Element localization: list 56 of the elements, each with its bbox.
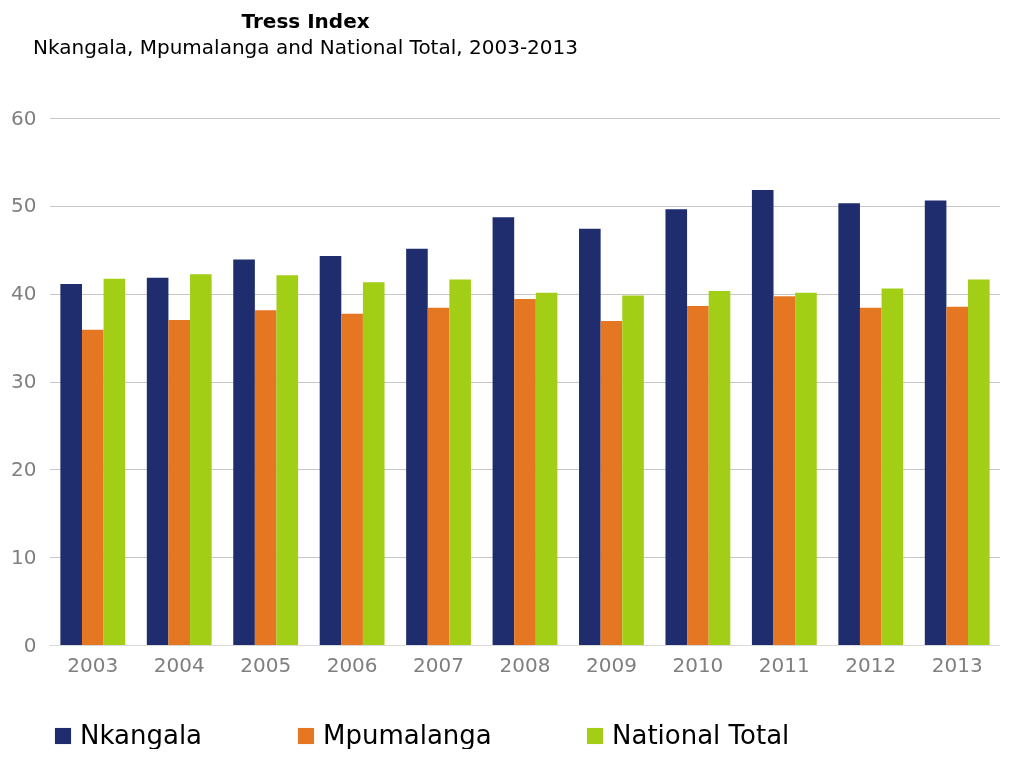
- x-tick-label: 2011: [758, 652, 810, 677]
- bar: [168, 320, 191, 645]
- y-tick-label: 40: [11, 281, 37, 306]
- x-tick-label: 2013: [931, 652, 983, 677]
- bar: [60, 284, 82, 645]
- legend-label: National Total: [612, 720, 790, 750]
- y-tick-label: 10: [11, 544, 37, 569]
- bar: [665, 209, 688, 645]
- y-tick-label: 30: [11, 369, 37, 393]
- bar: [319, 255, 342, 645]
- bar: [708, 291, 731, 645]
- x-tick-label: 2008: [499, 652, 551, 677]
- bar: [427, 307, 450, 645]
- x-tick-label: 2006: [326, 652, 378, 677]
- bar: [190, 274, 212, 645]
- bar: [81, 329, 104, 645]
- bar: [341, 313, 363, 645]
- chart-subtitle: Nkangala, Mpumalanga and National Total, 2003-2013: [33, 35, 578, 59]
- x-tick-label: 2003: [67, 652, 119, 677]
- bar: [968, 279, 990, 645]
- legend-label: Mpumalanga: [323, 720, 492, 750]
- x-tick-label: 2012: [845, 652, 897, 677]
- y-tick-label: 0: [23, 632, 37, 657]
- bar: [233, 259, 255, 645]
- y-tick-label: 60: [11, 105, 37, 130]
- bar: [881, 288, 904, 645]
- y-tick-label: 50: [11, 193, 37, 218]
- bar: [773, 296, 796, 645]
- bar: [687, 305, 709, 645]
- legend-label: Nkangala: [80, 720, 203, 750]
- bar: [535, 292, 558, 645]
- x-tick-label: 2005: [240, 652, 292, 677]
- bar: [622, 295, 644, 645]
- bar: [946, 306, 969, 645]
- bar: [276, 275, 299, 645]
- y-tick-label: 20: [11, 456, 37, 481]
- bar: [514, 298, 536, 645]
- bar: [795, 292, 817, 645]
- bar: [254, 310, 277, 645]
- chart-title: Tress Index: [241, 9, 370, 33]
- bar: [924, 200, 947, 645]
- x-tick-label: 2009: [585, 652, 637, 677]
- x-tick-label: 2007: [413, 652, 465, 677]
- bar: [146, 277, 169, 645]
- x-tick-label: 2004: [153, 652, 205, 677]
- bar: [579, 228, 601, 645]
- bar: [492, 217, 515, 645]
- bar: [406, 248, 428, 645]
- bar: [362, 282, 385, 645]
- bar: [838, 203, 860, 645]
- bar: [859, 307, 882, 645]
- bar: [600, 320, 623, 645]
- bar: [449, 279, 471, 645]
- bar: [103, 278, 126, 645]
- bar: [751, 190, 774, 645]
- x-tick-label: 2010: [672, 652, 724, 677]
